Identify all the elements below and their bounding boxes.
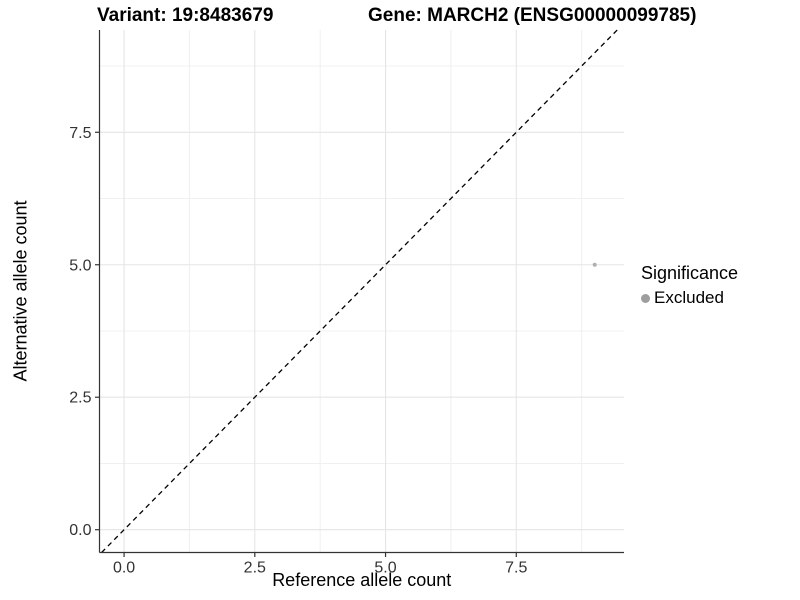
x-tick-label: 7.5 (505, 560, 527, 577)
legend: Significance Excluded (641, 263, 738, 308)
legend-key-dot-icon (641, 293, 650, 303)
x-tick-label: 2.5 (244, 560, 266, 577)
legend-item-label: Excluded (654, 288, 724, 307)
gene-title: Gene: MARCH2 (ENSG00000099785) (368, 5, 697, 26)
legend-title: Significance (641, 263, 739, 283)
identity-reference-line (101, 29, 618, 553)
y-tick-label: 5.0 (69, 257, 91, 274)
data-point (592, 262, 597, 267)
variant-title: Variant: 19:8483679 (97, 5, 274, 26)
x-tick-label: 0.0 (113, 560, 135, 577)
x-tick-label: 5.0 (374, 560, 396, 577)
legend-item-excluded: Excluded (641, 288, 738, 308)
y-tick-label: 7.5 (69, 125, 91, 142)
x-axis-title: Reference allele count (272, 570, 452, 590)
y-tick-label: 0.0 (69, 522, 91, 539)
y-tick-label: 2.5 (69, 390, 91, 407)
y-axis-title: Alternative allele count (10, 200, 31, 382)
